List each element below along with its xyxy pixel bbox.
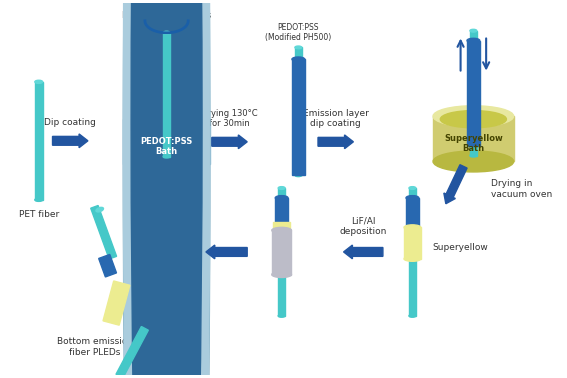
Text: PEDOT:PSS
Bath: PEDOT:PSS Bath <box>141 137 193 156</box>
Ellipse shape <box>35 198 43 201</box>
Bar <box>123 119 210 164</box>
Bar <box>467 40 480 146</box>
Text: PEDOT:PSS
(Modified PH500): PEDOT:PSS (Modified PH500) <box>265 23 332 42</box>
Text: PET fiber: PET fiber <box>19 210 59 218</box>
Ellipse shape <box>433 151 514 172</box>
Bar <box>272 230 291 274</box>
Text: Emission layer
dip coating: Emission layer dip coating <box>303 108 369 128</box>
Bar <box>470 31 477 156</box>
Bar <box>273 222 290 230</box>
FancyArrow shape <box>318 135 353 149</box>
FancyArrow shape <box>344 245 383 259</box>
Bar <box>409 188 416 316</box>
FancyArrow shape <box>206 245 247 259</box>
Ellipse shape <box>131 0 202 378</box>
Ellipse shape <box>295 174 302 177</box>
Text: LiF/Al
deposition: LiF/Al deposition <box>340 217 387 236</box>
Ellipse shape <box>163 155 170 158</box>
Ellipse shape <box>433 106 514 127</box>
Bar <box>433 116 514 161</box>
Bar <box>116 327 149 378</box>
Ellipse shape <box>467 38 480 43</box>
Text: Superyellow
Bath: Superyellow Bath <box>444 134 503 153</box>
Bar <box>406 198 419 227</box>
Ellipse shape <box>441 111 506 128</box>
Bar <box>295 47 302 175</box>
Ellipse shape <box>409 314 416 317</box>
Ellipse shape <box>404 225 421 230</box>
Ellipse shape <box>123 0 210 378</box>
Ellipse shape <box>275 195 288 200</box>
Ellipse shape <box>470 154 477 157</box>
Ellipse shape <box>278 314 285 317</box>
Bar <box>99 254 116 277</box>
Text: Bottom emission
fiber PLEDs: Bottom emission fiber PLEDs <box>57 338 133 357</box>
Bar <box>292 59 304 175</box>
Ellipse shape <box>409 187 416 189</box>
FancyArrow shape <box>212 135 247 149</box>
Ellipse shape <box>470 29 477 32</box>
Ellipse shape <box>295 46 302 49</box>
Bar <box>163 33 170 156</box>
Bar <box>91 206 117 259</box>
FancyArrow shape <box>444 165 467 204</box>
Ellipse shape <box>278 187 285 189</box>
Text: Dip coating: Dip coating <box>44 118 96 127</box>
Ellipse shape <box>404 256 421 261</box>
Ellipse shape <box>35 80 43 84</box>
Bar <box>278 188 285 316</box>
FancyArrow shape <box>53 134 88 148</box>
Bar <box>35 82 43 200</box>
Ellipse shape <box>406 195 419 200</box>
Ellipse shape <box>123 0 210 378</box>
Bar <box>404 227 421 259</box>
Text: Superyellow: Superyellow <box>432 243 488 251</box>
Bar <box>103 281 130 325</box>
Ellipse shape <box>292 57 304 62</box>
Ellipse shape <box>272 227 291 233</box>
Ellipse shape <box>272 272 291 277</box>
Ellipse shape <box>96 208 103 212</box>
Ellipse shape <box>163 31 170 34</box>
Text: Drying in
vacuum oven: Drying in vacuum oven <box>491 179 552 199</box>
Text: Repeat several times: Repeat several times <box>122 11 211 20</box>
Bar <box>275 198 288 222</box>
Text: Drying 130°C
for 30min: Drying 130°C for 30min <box>201 108 258 128</box>
